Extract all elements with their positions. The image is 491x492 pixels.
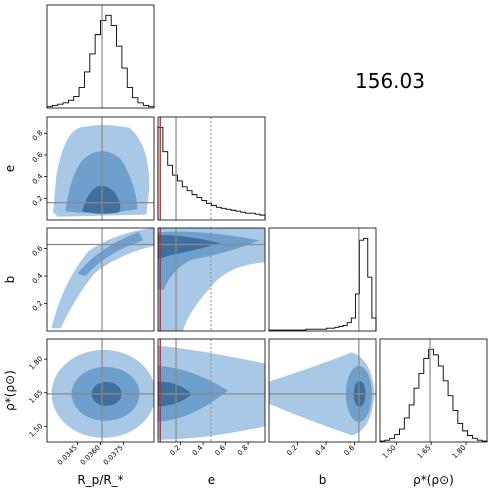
panel-rho-vs-rp [46,338,155,443]
panel-frame [268,227,377,332]
y-tick-label-e: 0.8 [31,129,45,143]
x-tick-label-rho: 1.65 [416,444,433,461]
contour-inner [158,234,220,260]
x-tick-label-e: 0.8 [236,444,250,458]
panel-frame [157,116,266,221]
contour-mid [65,151,138,214]
x-axis-label-e: e [208,473,215,487]
y-tick-label-rho: 1.80 [28,355,45,372]
x-tick-label-rp: 0.0360 [79,444,102,467]
x-tick-label-b: 0.4 [314,443,328,457]
x-axis-label-rp: R_p/R_* [77,473,123,487]
histogram-step [379,348,488,442]
panel-contours [158,345,265,440]
y-tick-label-b: 0.6 [31,244,45,258]
histogram-rp [46,4,155,109]
histogram-step [268,237,377,331]
x-tick-label-e: 0.4 [191,443,205,457]
histogram-b [268,227,377,332]
x-tick-label-rp: 0.0375 [102,444,125,467]
panel-rho-vs-e [157,338,266,443]
panel-e-vs-rp [46,116,155,221]
panel-rho-vs-b [268,338,377,443]
panel-frame [157,338,266,443]
chart-title: 156.03 [355,69,425,93]
panel-b-vs-e [157,227,266,332]
x-tick-label-e: 0.2 [168,444,182,458]
x-tick-label-e: 0.6 [213,443,227,457]
y-tick-label-rho: 1.65 [28,388,45,405]
y-axis-label-e: e [3,165,17,172]
y-tick-label-e: 0.6 [31,150,45,164]
panel-b-vs-rp [46,227,155,332]
contour-inner [82,185,121,214]
panel-contours [158,228,265,331]
panel-frame [46,227,155,332]
panel-frame [46,116,155,221]
x-axis-label-b: b [319,473,327,487]
contour-mid [77,232,144,277]
y-axis-label-rho: ρ*(ρ⊙) [3,370,17,411]
histogram-step [46,14,155,108]
histogram-step [157,126,266,220]
x-axis-label-rho: ρ*(ρ⊙) [413,473,454,487]
x-tick-label-rp: 0.0345 [56,444,79,467]
panel-frame [268,338,377,443]
panel-frame [157,227,266,332]
y-tick-label-rho: 1.50 [28,422,45,439]
y-tick-label-b: 0.4 [31,271,45,285]
y-tick-label-e: 0.2 [31,194,45,208]
x-tick-label-rho: 1.80 [451,444,468,461]
y-tick-label-b: 0.2 [31,299,45,313]
x-tick-label-b: 0.6 [342,443,356,457]
x-tick-label-rho: 1.50 [381,444,398,461]
x-tick-label-b: 0.2 [285,444,299,458]
panel-frame [379,338,488,443]
histogram-e [157,116,266,221]
histogram-rho [379,338,488,443]
panel-contours [53,125,150,217]
panel-frame [46,4,155,109]
y-axis-label-b: b [3,276,17,284]
y-tick-label-e: 0.4 [31,172,45,186]
contour-outer [51,228,154,329]
panel-contours [51,228,154,329]
